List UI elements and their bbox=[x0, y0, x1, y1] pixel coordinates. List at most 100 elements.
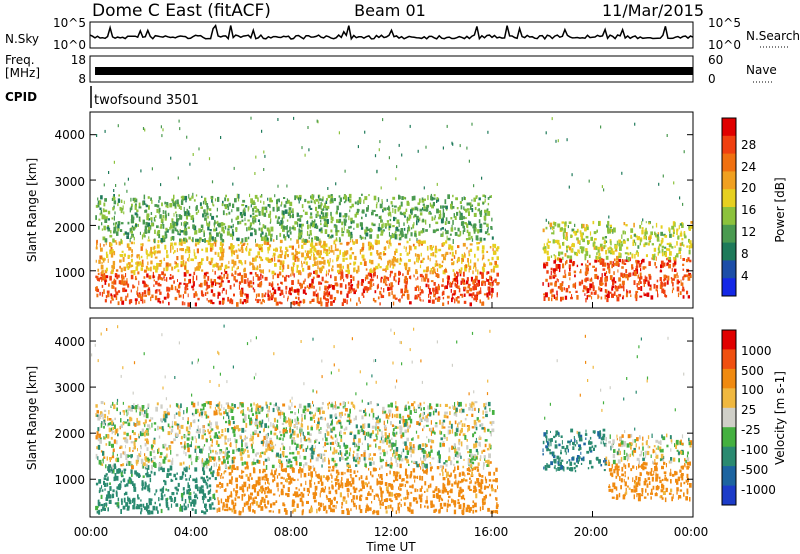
data-cell bbox=[192, 237, 194, 243]
data-cell bbox=[680, 279, 682, 284]
data-cell bbox=[228, 472, 232, 476]
data-cell bbox=[319, 252, 321, 256]
data-cell bbox=[176, 488, 179, 492]
data-cell bbox=[398, 459, 401, 462]
data-cell bbox=[445, 240, 448, 244]
data-cell bbox=[180, 264, 183, 268]
data-cell bbox=[291, 504, 295, 507]
data-cell bbox=[238, 193, 240, 199]
data-cell bbox=[292, 213, 294, 219]
data-cell bbox=[420, 299, 422, 302]
data-cell bbox=[132, 498, 134, 503]
data-cell bbox=[249, 271, 253, 275]
data-cell bbox=[424, 505, 426, 508]
data-cell bbox=[184, 221, 187, 225]
data-cell bbox=[484, 209, 487, 213]
data-cell bbox=[581, 279, 584, 285]
data-cell bbox=[349, 209, 351, 213]
data-cell bbox=[219, 282, 223, 287]
data-cell bbox=[359, 234, 362, 239]
data-cell bbox=[183, 272, 187, 277]
data-cell bbox=[364, 130, 366, 134]
data-cell bbox=[168, 472, 172, 476]
data-cell bbox=[103, 480, 105, 485]
sky-right-tick-bottom: 10^0 bbox=[708, 38, 741, 52]
data-cell bbox=[420, 240, 424, 244]
data-cell bbox=[346, 241, 350, 245]
data-cell bbox=[101, 256, 103, 260]
data-cell bbox=[321, 276, 324, 282]
data-cell bbox=[316, 475, 319, 479]
data-cell bbox=[277, 206, 280, 212]
data-cell bbox=[290, 266, 293, 271]
data-cell bbox=[342, 215, 346, 218]
data-cell bbox=[188, 488, 191, 491]
data-cell bbox=[277, 184, 279, 188]
data-cell bbox=[430, 280, 434, 283]
data-cell bbox=[302, 509, 304, 515]
data-cell bbox=[466, 414, 469, 417]
data-cell bbox=[484, 501, 486, 505]
data-cell bbox=[668, 263, 671, 269]
data-cell bbox=[399, 230, 403, 235]
data-cell bbox=[292, 289, 294, 293]
data-cell bbox=[563, 234, 565, 240]
data-cell bbox=[314, 223, 318, 229]
data-cell bbox=[268, 488, 270, 492]
data-cell bbox=[268, 246, 270, 250]
data-cell bbox=[227, 206, 230, 211]
data-cell bbox=[306, 230, 309, 236]
data-cell bbox=[252, 281, 255, 285]
data-cell bbox=[347, 492, 349, 497]
data-cell bbox=[265, 401, 268, 406]
data-cell bbox=[297, 222, 299, 227]
data-cell bbox=[241, 470, 245, 473]
data-cell bbox=[130, 258, 133, 263]
data-cell bbox=[313, 252, 315, 258]
data-cell bbox=[617, 269, 619, 273]
data-cell bbox=[97, 272, 100, 276]
data-cell bbox=[233, 283, 235, 287]
data-cell bbox=[147, 222, 150, 227]
data-cell bbox=[441, 292, 444, 296]
data-cell bbox=[458, 287, 461, 293]
data-cell bbox=[189, 197, 192, 201]
data-cell bbox=[564, 295, 568, 300]
data-cell bbox=[365, 286, 368, 291]
data-cell bbox=[469, 481, 471, 485]
data-cell bbox=[99, 291, 101, 296]
data-cell bbox=[367, 402, 370, 405]
data-cell bbox=[208, 208, 212, 211]
data-cell bbox=[269, 210, 272, 215]
data-cell bbox=[242, 210, 244, 215]
data-cell bbox=[409, 507, 411, 510]
data-cell bbox=[98, 509, 101, 515]
data-cell bbox=[611, 285, 615, 288]
power-cbar-label: Power [dB] bbox=[773, 177, 787, 242]
data-cell bbox=[589, 278, 593, 282]
data-cell bbox=[327, 272, 329, 276]
sky-left-tick-top: 10^5 bbox=[53, 16, 86, 30]
data-cell bbox=[218, 282, 221, 285]
data-cell bbox=[409, 449, 412, 453]
data-cell bbox=[308, 205, 311, 209]
data-cell bbox=[458, 421, 461, 425]
data-cell bbox=[410, 208, 412, 214]
data-cell bbox=[442, 419, 446, 423]
data-cell bbox=[418, 198, 421, 203]
data-cell bbox=[656, 238, 659, 242]
data-cell bbox=[595, 255, 597, 260]
data-cell bbox=[676, 241, 678, 246]
data-cell bbox=[266, 242, 269, 245]
data-cell bbox=[342, 196, 345, 200]
data-cell bbox=[421, 259, 424, 263]
data-cell bbox=[122, 505, 126, 510]
colorbar-segment bbox=[722, 189, 736, 208]
data-cell bbox=[279, 249, 282, 253]
data-cell bbox=[352, 486, 355, 490]
data-cell bbox=[120, 229, 123, 232]
data-cell bbox=[405, 247, 407, 252]
data-cell bbox=[342, 265, 344, 269]
data-cell bbox=[471, 199, 473, 202]
data-cell bbox=[416, 257, 418, 263]
